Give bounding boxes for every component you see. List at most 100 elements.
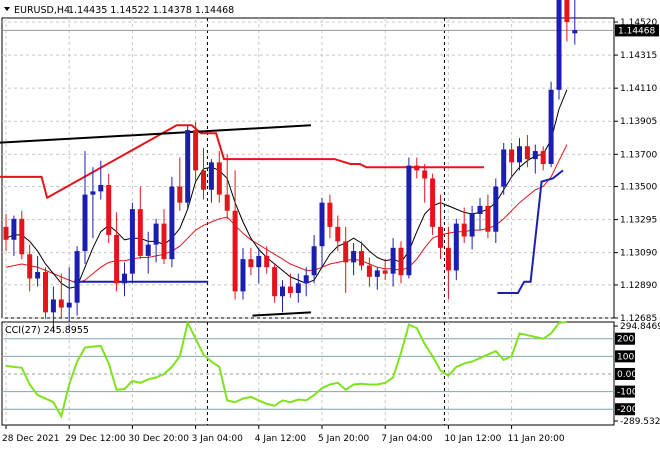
price-tick-label: 1.13700 [620,150,657,160]
price-tick-label: 1.14520 [620,18,657,28]
bull-candle [66,302,72,308]
price-tick-label: 1.12685 [620,314,657,324]
bull-candle [351,251,357,263]
bear-candle [58,299,64,308]
bear-candle [438,226,443,248]
time-tick-label: 5 Jan 20:00 [318,434,370,444]
cci-grid [2,322,614,425]
cci-panel: 294.8469 200 100 0.00 -100 -200 -289.5325 CCI(… [1,319,660,427]
blue-lower-line [497,169,564,294]
bull-candle [319,202,325,247]
bull-candle [548,89,554,164]
bear-candle [272,267,278,297]
bull-candle [453,223,459,271]
bear-candle [19,218,25,255]
triangle-down-icon[interactable] [4,7,10,11]
bear-candle [193,130,199,171]
support-trendline [252,311,311,317]
bull-candle [517,146,522,163]
bull-candle [11,218,17,240]
bear-candle [327,202,333,227]
bear-candle [224,194,230,211]
time-axis: 28 Dec 2021 29 Dec 12:00 30 Dec 20:00 3 Jan… [2,425,565,444]
bear-candle [248,259,254,268]
bull-candle [280,286,285,297]
bull-candle [240,259,246,292]
bear-candle [414,165,420,171]
bull-candle [208,162,214,190]
time-tick-label: 7 Jan 04:00 [381,434,433,444]
bear-candle [359,251,364,266]
time-tick-label: 29 Dec 12:00 [65,434,126,444]
price-tick-label: 1.13090 [620,249,657,259]
price-tick-label: 1.12890 [620,281,657,291]
red-level-line [0,124,484,200]
cci-level-badge [615,403,635,416]
bear-candle [366,265,372,277]
bear-candle [43,272,48,313]
bear-candle [335,226,341,242]
bull-candle [35,272,41,279]
cci-level-badge [615,332,635,345]
price-tick-label: 1.13500 [620,183,657,193]
bear-candle [264,255,270,268]
chart-header: EURUSD,H4 1.14435 1.14522 1.14378 1.1446… [4,5,234,16]
cci-title: CCI(27) 245.8955 [5,325,89,336]
current-price-label: 1.14468 [618,26,655,36]
resistance-trendline [0,124,311,144]
bull-candle [50,299,56,313]
current-price-badge: 1.14468 [615,24,659,37]
cci-level-label: -100 [617,388,638,398]
bear-candle [27,254,33,279]
bear-candle [422,170,428,179]
current-price-badge-box [615,24,659,37]
price-tick-label: 1.14315 [620,51,657,61]
bear-candle [287,286,293,293]
bull-candle [469,213,475,237]
bull-candle [374,270,380,277]
bear-candle [201,170,206,190]
bull-candle [122,273,127,284]
bear-candle [524,146,530,160]
bull-candle [153,223,159,245]
bull-candle [477,205,483,214]
time-tick-label: 3 Jan 04:00 [192,434,244,444]
bull-candle [311,246,317,276]
cci-level-badge [615,367,635,380]
time-tick-label: 10 Jan 12:00 [444,434,501,444]
bear-candle [161,223,167,260]
bull-candle [256,255,262,268]
price-tick-label: 1.13905 [620,117,657,127]
bear-candle [540,151,546,164]
bull-candle [406,165,412,276]
bear-candle [216,162,222,195]
price-overlays [0,89,568,317]
bear-candle [485,205,491,232]
bear-candle [3,226,9,240]
candles [3,0,578,332]
price-tick-label: 1.13295 [620,216,657,226]
bear-candle [137,209,143,256]
cci-level-label: 0.00 [617,370,637,380]
bear-candle [177,186,183,203]
price-axis: 1.14520 1.14315 1.14110 1.13905 1.13700 1.135… [614,18,657,324]
symbol-label: EURUSD,H4 [14,5,70,16]
bull-candle [303,275,309,284]
bear-candle [430,178,436,227]
bear-candle [232,210,238,292]
cci-line [5,319,568,419]
bear-candle [114,234,120,284]
time-tick-label: 30 Dec 20:00 [128,434,189,444]
cci-level-label: 200 [617,335,634,345]
cci-level-badge [615,385,635,398]
bull-candle [74,251,80,303]
bull-candle [556,0,562,90]
bull-candle [185,130,191,203]
bull-candle [493,186,499,232]
ohlc-readout: 1.14435 1.14522 1.14378 1.14468 [68,5,234,16]
cci-tick-label: -289.5325 [620,417,660,427]
bull-candle [572,30,578,34]
bull-candle [145,244,151,256]
fast-moving-average-line [5,89,568,289]
